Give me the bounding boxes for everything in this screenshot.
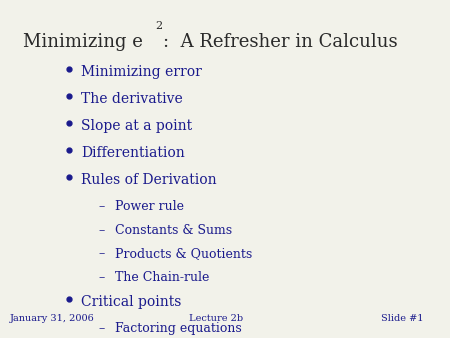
Text: January 31, 2006: January 31, 2006	[10, 314, 95, 323]
Text: Rules of Derivation: Rules of Derivation	[81, 173, 216, 187]
Text: :  A Refresher in Calculus: : A Refresher in Calculus	[163, 33, 398, 51]
Text: –: –	[98, 322, 104, 335]
Text: Differentiation: Differentiation	[81, 146, 185, 160]
Text: Slope at a point: Slope at a point	[81, 119, 192, 134]
Text: –: –	[98, 248, 104, 261]
Text: The Chain-rule: The Chain-rule	[115, 271, 210, 284]
Text: Products & Quotients: Products & Quotients	[115, 248, 252, 261]
Text: Constants & Sums: Constants & Sums	[115, 224, 233, 237]
Text: Minimizing error: Minimizing error	[81, 66, 202, 79]
Text: Critical points: Critical points	[81, 295, 181, 309]
Text: Minimizing e: Minimizing e	[23, 33, 143, 51]
Text: Power rule: Power rule	[115, 200, 184, 213]
Text: –: –	[98, 200, 104, 213]
Text: The derivative: The derivative	[81, 93, 183, 106]
Text: Factoring equations: Factoring equations	[115, 322, 242, 335]
Text: Lecture 2b: Lecture 2b	[189, 314, 243, 323]
Text: Slide #1: Slide #1	[381, 314, 423, 323]
Text: 2: 2	[155, 21, 162, 31]
Text: –: –	[98, 271, 104, 284]
Text: –: –	[98, 224, 104, 237]
